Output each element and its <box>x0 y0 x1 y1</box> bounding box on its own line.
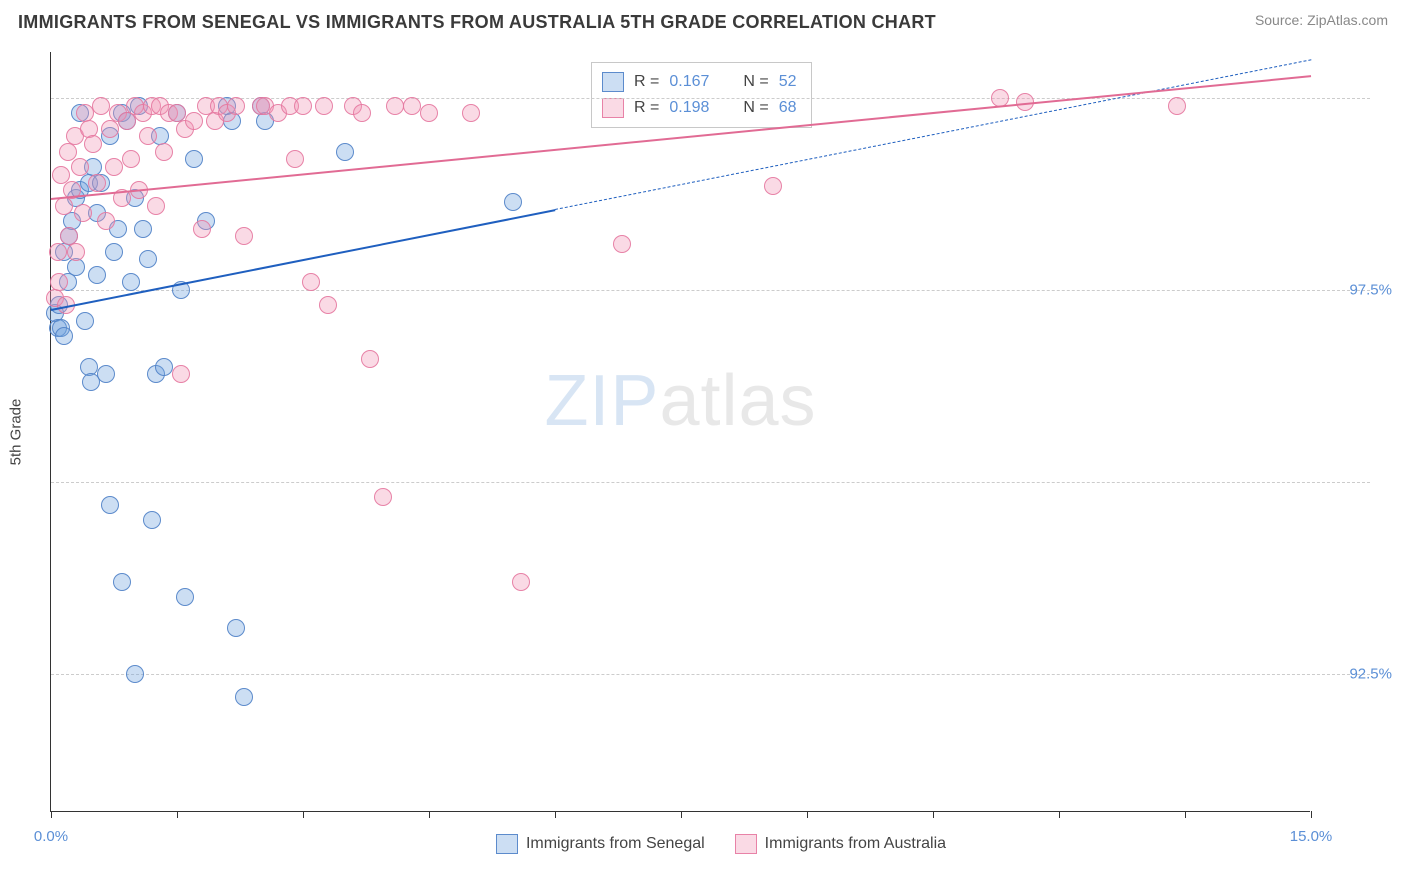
n-value-senegal: 52 <box>779 69 797 95</box>
point-australia <box>74 204 92 222</box>
chart-container: 5th Grade ZIPatlas R = 0.167 N = 52 R = … <box>50 52 1392 812</box>
point-australia <box>49 243 67 261</box>
point-australia <box>1168 97 1186 115</box>
legend-swatch-senegal <box>496 834 518 854</box>
x-tick <box>1311 811 1312 818</box>
point-senegal <box>113 573 131 591</box>
legend-label-senegal: Immigrants from Senegal <box>526 835 705 853</box>
point-australia <box>227 97 245 115</box>
point-australia <box>315 97 333 115</box>
point-australia <box>155 143 173 161</box>
r-value-senegal: 0.167 <box>669 69 709 95</box>
point-senegal <box>227 619 245 637</box>
legend-item-senegal: Immigrants from Senegal <box>496 834 705 854</box>
point-senegal <box>105 243 123 261</box>
point-senegal <box>336 143 354 161</box>
point-australia <box>185 112 203 130</box>
x-tick <box>807 811 808 818</box>
point-australia <box>67 243 85 261</box>
x-tick <box>555 811 556 818</box>
point-australia <box>353 104 371 122</box>
point-senegal <box>235 688 253 706</box>
gridline <box>51 674 1370 675</box>
legend-swatch-australia <box>602 98 624 118</box>
x-tick <box>51 811 52 818</box>
watermark-part1: ZIP <box>544 361 659 441</box>
point-australia <box>235 227 253 245</box>
point-australia <box>420 104 438 122</box>
point-senegal <box>185 150 203 168</box>
point-australia <box>118 112 136 130</box>
point-australia <box>101 120 119 138</box>
point-australia <box>97 212 115 230</box>
point-senegal <box>67 258 85 276</box>
point-senegal <box>126 665 144 683</box>
point-australia <box>512 573 530 591</box>
n-label: N = <box>743 69 768 95</box>
legend-swatch-australia <box>735 834 757 854</box>
legend-swatch-senegal <box>602 72 624 92</box>
legend-item-australia: Immigrants from Australia <box>735 834 946 854</box>
point-australia <box>92 97 110 115</box>
point-australia <box>84 135 102 153</box>
point-australia <box>122 150 140 168</box>
point-senegal <box>504 193 522 211</box>
point-senegal <box>76 312 94 330</box>
chart-title: IMMIGRANTS FROM SENEGAL VS IMMIGRANTS FR… <box>18 12 936 33</box>
x-tick <box>1059 811 1060 818</box>
point-senegal <box>155 358 173 376</box>
y-tick-label: 92.5% <box>1322 665 1392 682</box>
x-tick <box>1185 811 1186 818</box>
x-tick <box>177 811 178 818</box>
stats-row-senegal: R = 0.167 N = 52 <box>602 69 797 95</box>
point-australia <box>147 197 165 215</box>
source-attribution: Source: ZipAtlas.com <box>1255 12 1388 28</box>
point-australia <box>764 177 782 195</box>
bottom-legend: Immigrants from Senegal Immigrants from … <box>50 834 1392 854</box>
point-australia <box>386 97 404 115</box>
point-australia <box>71 158 89 176</box>
point-senegal <box>143 511 161 529</box>
x-tick <box>429 811 430 818</box>
x-tick <box>933 811 934 818</box>
point-senegal <box>134 220 152 238</box>
point-australia <box>462 104 480 122</box>
point-senegal <box>176 588 194 606</box>
point-australia <box>193 220 211 238</box>
point-australia <box>374 488 392 506</box>
point-australia <box>50 273 68 291</box>
point-senegal <box>55 327 73 345</box>
x-tick <box>681 811 682 818</box>
gridline <box>51 482 1370 483</box>
point-australia <box>105 158 123 176</box>
watermark: ZIPatlas <box>544 360 816 442</box>
point-australia <box>294 97 312 115</box>
point-australia <box>613 235 631 253</box>
point-senegal <box>88 266 106 284</box>
point-australia <box>172 365 190 383</box>
point-australia <box>361 350 379 368</box>
point-senegal <box>97 365 115 383</box>
point-australia <box>302 273 320 291</box>
point-australia <box>319 296 337 314</box>
r-label: R = <box>634 69 659 95</box>
y-axis-label: 5th Grade <box>8 399 25 466</box>
point-senegal <box>122 273 140 291</box>
point-senegal <box>139 250 157 268</box>
gridline <box>51 290 1370 291</box>
point-senegal <box>101 496 119 514</box>
watermark-part2: atlas <box>659 361 816 441</box>
legend-label-australia: Immigrants from Australia <box>765 835 946 853</box>
stats-legend-box: R = 0.167 N = 52 R = 0.198 N = 68 <box>591 62 812 128</box>
y-tick-label: 97.5% <box>1322 281 1392 298</box>
point-australia <box>286 150 304 168</box>
point-australia <box>88 174 106 192</box>
plot-area: ZIPatlas R = 0.167 N = 52 R = 0.198 N = … <box>50 52 1310 812</box>
point-australia <box>59 143 77 161</box>
point-australia <box>403 97 421 115</box>
x-tick <box>303 811 304 818</box>
point-australia <box>139 127 157 145</box>
